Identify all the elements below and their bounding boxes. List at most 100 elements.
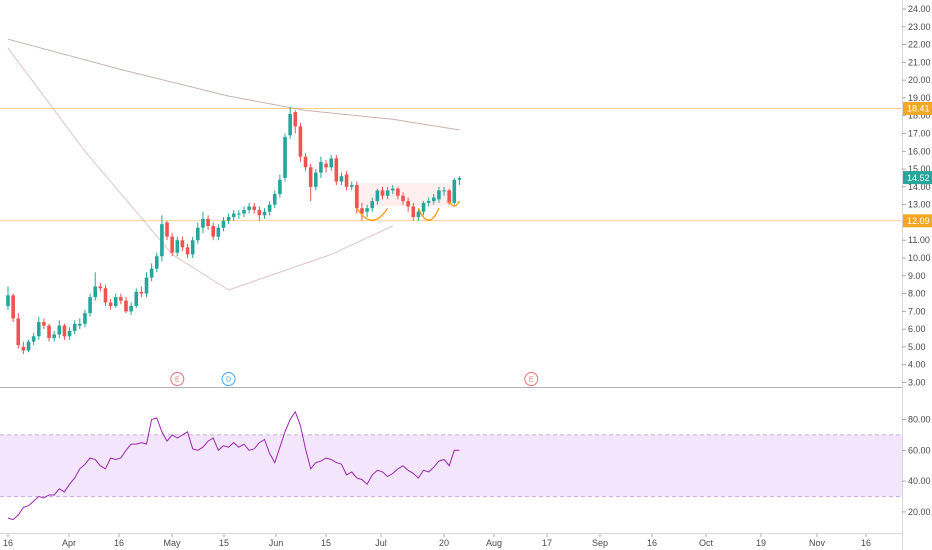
candle-body xyxy=(324,163,328,168)
candle-body xyxy=(26,341,31,351)
time-tick-label: Apr xyxy=(62,538,76,548)
candle-body xyxy=(226,217,231,221)
time-tick-label: Sep xyxy=(592,538,608,548)
candle-body xyxy=(21,346,26,351)
candle-body xyxy=(452,179,457,203)
candle-body xyxy=(216,227,221,237)
horizontal-level-layer xyxy=(0,108,902,222)
candle-body xyxy=(165,222,169,237)
time-axis[interactable]: 16 Apr 16 May 15 Jun 15 Jul 20 Aug 17 Sep 16 Oct 19 Nov… xyxy=(3,534,871,548)
candle-body xyxy=(385,190,390,196)
support-level-badge xyxy=(903,214,932,228)
time-tick-label: 16 xyxy=(861,538,871,548)
candle-body xyxy=(319,161,323,173)
candle-body xyxy=(129,306,133,312)
price-tick-label: 14.00 xyxy=(908,182,931,192)
candle-body xyxy=(124,300,128,312)
candle-body xyxy=(170,236,174,253)
candle-body xyxy=(221,220,226,228)
price-tick-label: 16.00 xyxy=(908,146,931,156)
last-price-badge-label: 14.52 xyxy=(907,173,930,183)
time-tick-label: 16 xyxy=(647,538,657,548)
dividend-marker xyxy=(221,372,236,386)
price-tick-label: 13.00 xyxy=(908,200,931,210)
earnings-marker xyxy=(170,372,185,386)
price-axis[interactable]: 3.00 4.00 5.00 6.00 7.00 8.00 9.00 10.00 11.00 12… xyxy=(902,4,931,388)
candle-body xyxy=(52,334,56,339)
candle-body xyxy=(47,325,51,339)
price-tick-label: 7.00 xyxy=(908,306,926,316)
candle-body xyxy=(278,179,282,194)
pattern-annotation-layer xyxy=(356,200,461,221)
candle-body xyxy=(42,322,46,326)
candle-body xyxy=(272,193,277,205)
time-tick-label: 17 xyxy=(542,538,552,548)
last-price-badge xyxy=(903,171,932,185)
rsi-axis[interactable]: 20.00 40.00 60.00 80.00 xyxy=(902,415,931,517)
candle-body xyxy=(36,322,41,337)
candle-body xyxy=(365,208,369,212)
cup-pattern-curve xyxy=(417,207,440,221)
time-tick-label: Aug xyxy=(486,538,502,548)
rsi-band xyxy=(0,434,902,497)
candle-body xyxy=(416,211,421,218)
candle-body xyxy=(154,256,159,269)
candle-body xyxy=(334,158,339,182)
cup-pattern-curve xyxy=(448,200,461,207)
rsi-tick-label: 60.00 xyxy=(908,445,931,455)
candle-body xyxy=(411,206,416,218)
candle-body xyxy=(88,297,92,314)
candle-body xyxy=(406,201,410,207)
candle-body xyxy=(242,209,246,214)
candle-body xyxy=(401,195,405,202)
event-marker-label: E xyxy=(175,377,180,384)
resistance-level-badge xyxy=(903,101,932,115)
candle-body xyxy=(431,197,436,202)
candle-body xyxy=(375,190,380,202)
candle-body xyxy=(237,213,241,215)
rsi-band-layer xyxy=(0,434,902,497)
candle-body xyxy=(185,247,190,255)
candle-body xyxy=(103,288,108,303)
candle-body xyxy=(380,190,385,196)
candle-body xyxy=(360,208,364,214)
candle-body xyxy=(308,167,313,187)
candle-body xyxy=(426,201,431,203)
rsi-line-layer xyxy=(7,410,460,521)
rsi-line xyxy=(7,410,460,521)
candle-body xyxy=(6,295,10,307)
time-tick-label: Jun xyxy=(269,538,284,548)
candle-body xyxy=(457,177,462,180)
resistance-level-badge-label: 18.41 xyxy=(907,104,930,114)
candle-body xyxy=(149,268,154,278)
candle-body xyxy=(98,286,103,289)
candle-body xyxy=(252,206,257,210)
candle-body xyxy=(339,176,344,182)
candle-body xyxy=(390,188,395,191)
candle-body xyxy=(267,204,272,212)
earnings-marker xyxy=(524,372,539,386)
candle-body xyxy=(396,188,400,196)
time-tick-label: 16 xyxy=(3,538,13,548)
time-tick-label: Nov xyxy=(809,538,826,548)
candle-body xyxy=(190,240,195,255)
candle-body xyxy=(355,185,359,209)
candle-body xyxy=(134,291,139,307)
moving-average-line xyxy=(7,47,394,291)
price-tick-label: 17.00 xyxy=(908,129,931,139)
candle-body xyxy=(78,323,82,326)
price-tick-label: 18.00 xyxy=(908,111,931,121)
time-tick-label: 16 xyxy=(114,538,124,548)
rsi-tick-label: 40.00 xyxy=(908,476,931,486)
candle-body xyxy=(288,113,292,136)
candle-body xyxy=(447,190,451,203)
candle-body xyxy=(160,224,164,257)
candle-body xyxy=(180,240,185,248)
candle-body xyxy=(329,158,333,168)
support-level-badge-label: 12.09 xyxy=(907,216,930,226)
candle-body xyxy=(442,190,446,192)
candle-body xyxy=(16,318,21,346)
